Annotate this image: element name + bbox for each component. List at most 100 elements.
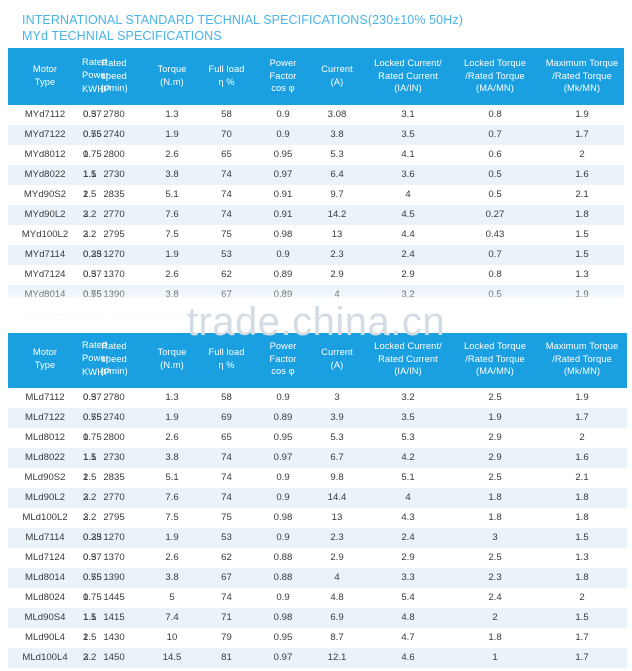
cell-rated-speed: 2800 [103, 432, 125, 443]
cell-rated-speed: 1270 [82, 244, 146, 265]
col-motor-type: Motor Type [8, 331, 82, 388]
cell-torque: 3.8 [146, 567, 198, 588]
cell-torque: 7.6 [146, 487, 198, 508]
table-row: MLd8024 0.75 1 1445 5 74 0.9 4.8 5.4 2.4 2 [8, 588, 627, 608]
cell-torque: 2.6 [165, 552, 179, 563]
table-row: MYd7112 0.37 0.5 2780 1.3 58 0.9 3.08 3.1 0.8 1.9 [8, 105, 624, 125]
cell-locked-torque: 0.8 [488, 109, 502, 120]
cell-current: 13 [331, 512, 343, 523]
cell-current: 12.1 [311, 647, 363, 668]
cell-rated-speed: 2795 [103, 512, 125, 523]
cell-motor-type: MLd7122 [8, 407, 82, 428]
cell-locked-torque: 1.9 [453, 407, 537, 428]
cell-power-factor: 0.98 [273, 512, 293, 523]
cell-torque: 3.8 [146, 164, 198, 185]
page-title: INTERNATIONAL STANDARD TECHNIAL SPECIFIC… [22, 13, 463, 27]
cell-motor-type: MYd7112 [24, 109, 66, 120]
cell-locked-current: 5.4 [401, 592, 415, 603]
cell-current: 2.9 [330, 552, 344, 563]
table-row: MYd100L2 2.2 3 2795 7.5 75 0.98 13 4.4 0.43 1.5 [8, 225, 624, 245]
cell-locked-torque: 1.8 [488, 512, 502, 523]
cell-locked-torque: 1 [453, 647, 537, 668]
cell-locked-torque: 0.6 [488, 149, 502, 160]
cell-locked-torque: 2.9 [453, 447, 537, 468]
cell-motor-type: MLd8024 [24, 592, 65, 603]
col-torque: Torque (N.m) [146, 331, 198, 388]
cell-power-factor: 0.91 [255, 204, 311, 225]
cell-rated-speed: 1430 [103, 632, 125, 643]
cell-power-factor: 0.95 [273, 432, 293, 443]
mld-table-body: MLd7112 0.37 0.5 2780 1.3 58 0.9 3 3.2 2.5 1.9 MLd7… [8, 388, 627, 668]
cell-locked-torque: 0.43 [485, 229, 505, 240]
cell-rated-speed: 2770 [82, 487, 146, 508]
cell-full-load: 75 [221, 229, 232, 240]
cell-current: 6.4 [311, 164, 363, 185]
cell-maximum-torque: 1.9 [537, 284, 624, 298]
cell-full-load: 58 [221, 109, 232, 120]
cell-power-factor: 0.89 [255, 407, 311, 428]
cell-maximum-torque: 1.3 [575, 552, 589, 563]
cell-torque: 3.8 [146, 284, 198, 298]
cell-rated-speed: 2835 [103, 472, 125, 483]
cell-power-factor: 0.95 [273, 149, 293, 160]
cell-torque: 3.8 [146, 447, 198, 468]
cell-locked-current: 5.3 [401, 432, 415, 443]
cell-locked-current: 2.4 [363, 244, 453, 265]
cell-power-factor: 0.9 [276, 392, 290, 403]
cell-rated-speed: 1415 [82, 607, 146, 628]
cell-maximum-torque: 1.7 [537, 647, 627, 668]
cell-full-load: 69 [198, 407, 255, 428]
cell-rated-speed: 1270 [82, 527, 146, 548]
cell-rated-speed: 2835 [103, 189, 125, 200]
cell-torque: 14.5 [146, 647, 198, 668]
cell-rated-speed: 1370 [103, 552, 125, 563]
col-locked-torque: Locked Torque /Rated Torque (MA/MN) [453, 331, 537, 388]
cell-current: 13 [331, 229, 343, 240]
cell-locked-torque: 0.5 [453, 164, 537, 185]
cell-locked-current: 5.1 [401, 472, 415, 483]
cell-motor-type: MLd7112 [25, 392, 65, 403]
cell-full-load: 74 [198, 487, 255, 508]
cell-rated-speed: 2740 [82, 124, 146, 145]
cell-motor-type: MLd90S4 [8, 607, 82, 628]
cell-full-load: 74 [198, 447, 255, 468]
cell-maximum-torque: 2 [579, 432, 585, 443]
cell-rated-speed: 2780 [103, 392, 125, 403]
cell-rated-speed: 2800 [103, 149, 125, 160]
cell-torque: 10 [166, 632, 178, 643]
table-row: MLd7112 0.37 0.5 2780 1.3 58 0.9 3 3.2 2.5 1.9 [8, 388, 627, 408]
cell-maximum-torque: 2.1 [575, 472, 589, 483]
col-full-load: Full load η % [198, 48, 255, 105]
cell-full-load: 65 [221, 149, 232, 160]
cell-locked-torque: 2.4 [488, 592, 502, 603]
cell-motor-type: MYd8012 [24, 149, 66, 160]
table-header: Motor Type Rated Power KW HP Rated speed… [8, 48, 624, 105]
col-power-factor: Power Factor cos φ [255, 48, 311, 105]
cell-full-load: 71 [198, 607, 255, 628]
cell-power-factor: 0.9 [255, 124, 311, 145]
cell-rated-speed: 2770 [82, 204, 146, 225]
cell-locked-torque: 2.5 [488, 392, 502, 403]
cell-maximum-torque: 1.9 [575, 109, 589, 120]
col-locked-current: Locked Current/ Rated Current (IA/IN) [363, 48, 453, 105]
cell-locked-torque: 0.7 [453, 244, 537, 265]
col-rated-power-kw: KW [82, 367, 98, 377]
cell-full-load: 53 [198, 244, 255, 265]
cell-current: 4 [311, 284, 363, 298]
table-row: MYd7124 0.37 0.5 1370 2.6 62 0.89 2.9 2.9 0.8 1.3 [8, 265, 624, 285]
myd-table-title: MYd TECHNIAL SPECIFICATIONS [22, 29, 222, 43]
cell-maximum-torque: 1.8 [575, 512, 589, 523]
cell-locked-torque: 0.7 [453, 124, 537, 145]
cell-maximum-torque: 1.9 [575, 392, 589, 403]
cell-maximum-torque: 1.8 [537, 487, 627, 508]
cell-current: 4 [311, 567, 363, 588]
cell-motor-type: MLd90L2 [8, 487, 82, 508]
cell-power-factor: 0.9 [255, 244, 311, 265]
cell-locked-current: 2.4 [363, 527, 453, 548]
table-row: MLd8012 0.75 1 2800 2.6 65 0.95 5.3 5.3 2.9 2 [8, 428, 627, 448]
